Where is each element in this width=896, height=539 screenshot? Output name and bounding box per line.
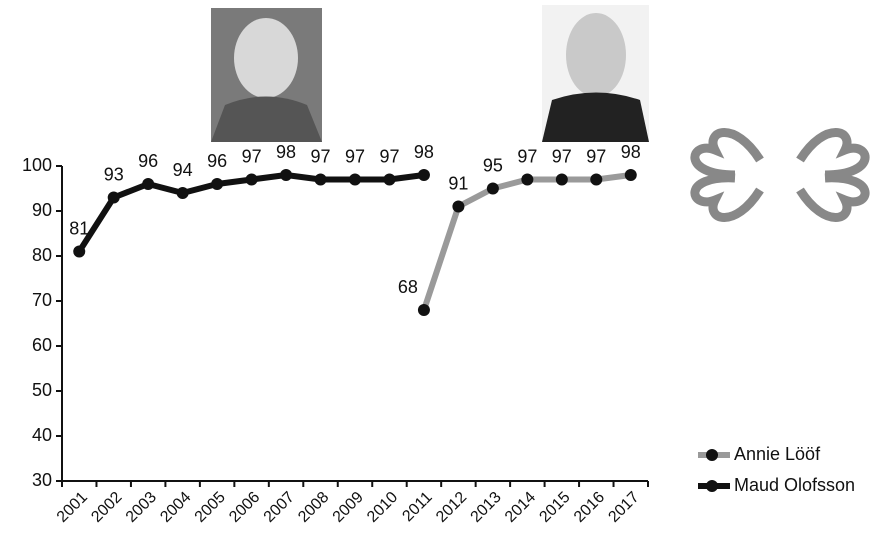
x-tick-label: 2015 bbox=[536, 489, 573, 526]
data-label: 97 bbox=[379, 146, 399, 166]
x-tick-label: 2001 bbox=[54, 489, 91, 526]
x-tick-label: 2010 bbox=[364, 489, 401, 526]
photo bbox=[211, 8, 322, 142]
data-label: 94 bbox=[173, 160, 193, 180]
series-line bbox=[76, 172, 425, 254]
x-tick-label: 2016 bbox=[571, 489, 608, 526]
data-label: 98 bbox=[276, 142, 296, 162]
x-tick-label: 2005 bbox=[192, 489, 229, 526]
data-label: 93 bbox=[104, 164, 124, 184]
x-tick-label: 2002 bbox=[88, 489, 125, 526]
x-tick-label: 2006 bbox=[226, 489, 263, 526]
x-tick-label: 2003 bbox=[123, 489, 160, 526]
y-tick-label: 50 bbox=[32, 380, 52, 400]
x-tick-label: 2014 bbox=[502, 489, 539, 526]
legend-marker bbox=[706, 480, 718, 492]
data-label: 68 bbox=[398, 277, 418, 297]
data-label: 95 bbox=[483, 155, 503, 175]
series-line bbox=[421, 172, 632, 311]
y-tick-label: 40 bbox=[32, 425, 52, 445]
point bbox=[417, 304, 430, 316]
legend-label: Annie Lööf bbox=[734, 444, 821, 464]
data-label: 96 bbox=[138, 151, 158, 171]
point bbox=[521, 173, 534, 186]
point bbox=[555, 173, 568, 186]
y-tick-label: 80 bbox=[32, 245, 52, 265]
point bbox=[280, 169, 293, 181]
point bbox=[176, 187, 189, 199]
data-label: 97 bbox=[242, 146, 262, 166]
logo bbox=[690, 128, 870, 222]
photo bbox=[542, 5, 649, 142]
y-tick-label: 60 bbox=[32, 335, 52, 355]
y-tick-label: 30 bbox=[32, 470, 52, 490]
x-tick-label: 2017 bbox=[605, 489, 642, 526]
data-label: 97 bbox=[345, 146, 365, 166]
point bbox=[383, 173, 396, 186]
data-label: 81 bbox=[69, 218, 89, 238]
data-label: 97 bbox=[517, 146, 537, 166]
x-tick-label: 2013 bbox=[468, 489, 505, 526]
point bbox=[314, 173, 327, 186]
x-tick-label: 2007 bbox=[261, 489, 298, 526]
point bbox=[245, 173, 258, 186]
point bbox=[417, 169, 430, 181]
point bbox=[73, 245, 86, 258]
y-tick-label: 100 bbox=[22, 155, 52, 175]
x-tick-label: 2004 bbox=[157, 489, 194, 526]
x-tick-label: 2011 bbox=[399, 489, 435, 525]
point bbox=[452, 200, 465, 213]
data-label: 96 bbox=[207, 151, 227, 171]
data-label: 97 bbox=[552, 146, 572, 166]
data-label: 97 bbox=[311, 146, 331, 166]
y-tick-label: 90 bbox=[32, 200, 52, 220]
data-label: 91 bbox=[448, 173, 468, 193]
y-tick-label: 70 bbox=[32, 290, 52, 310]
data-label: 97 bbox=[586, 146, 606, 166]
data-label: 98 bbox=[414, 142, 434, 162]
point bbox=[107, 191, 120, 204]
point bbox=[486, 182, 499, 195]
x-tick-label: 2008 bbox=[295, 489, 332, 526]
point bbox=[211, 178, 224, 190]
legend-label: Maud Olofsson bbox=[734, 475, 855, 495]
point bbox=[349, 173, 361, 186]
legend-marker bbox=[706, 449, 718, 461]
data-label: 98 bbox=[621, 142, 641, 162]
point bbox=[624, 169, 637, 181]
x-tick-label: 2012 bbox=[433, 489, 470, 526]
x-tick-label: 2009 bbox=[330, 489, 367, 526]
point bbox=[142, 178, 155, 190]
point bbox=[590, 173, 603, 186]
